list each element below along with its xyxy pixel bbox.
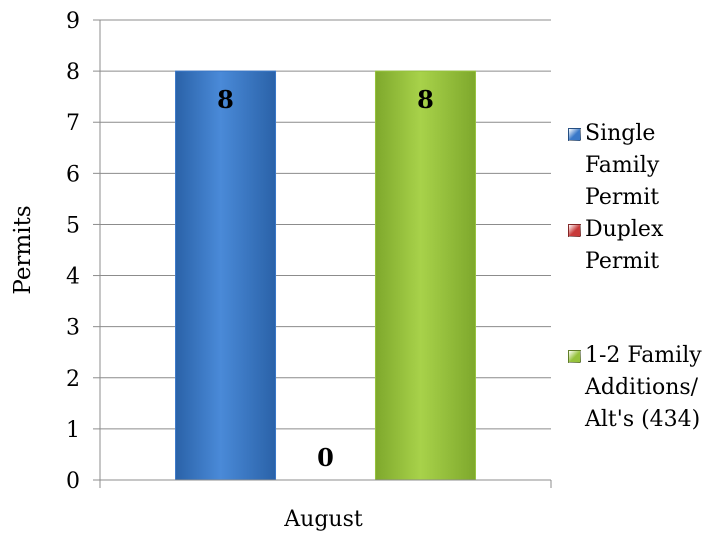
labels: 0 1 2 3 4 5 6 7 8 9 8 0 8 August Permits [10, 9, 434, 532]
legend-item-duplex: Duplex Permit [568, 214, 720, 278]
legend-item-additions: 1-2 Family Additions/ Alt's (434) [568, 340, 720, 436]
data-label-single-family: 8 [217, 85, 234, 114]
y-tick-label: 6 [66, 162, 80, 187]
legend-item-single-family: Single Family Permit [568, 118, 720, 214]
y-tick-label: 2 [66, 367, 80, 392]
axes [93, 19, 552, 488]
y-tick-label: 0 [66, 469, 80, 494]
y-tick-label: 1 [66, 418, 80, 443]
legend-label-duplex: Duplex Permit [585, 217, 664, 274]
bar-single-family [175, 70, 277, 481]
legend-swatch-duplex [568, 224, 581, 237]
y-axis-title: Permits [10, 205, 36, 294]
legend-label-single-family: Single Family Permit [585, 121, 660, 210]
y-tick-label: 9 [66, 9, 80, 34]
y-tick-label: 8 [66, 60, 80, 85]
legend-label-additions: 1-2 Family Additions/ Alt's (434) [585, 343, 702, 432]
y-tick-label: 7 [66, 111, 80, 136]
x-category-label: August [283, 507, 363, 532]
bar-additions [374, 70, 476, 481]
y-tick-label: 5 [66, 213, 80, 238]
bars [175, 70, 476, 481]
y-tick-label: 3 [66, 316, 80, 341]
gridlines [100, 19, 551, 430]
legend-swatch-single-family [568, 128, 581, 141]
data-label-additions: 8 [417, 85, 434, 114]
y-tick-label: 4 [66, 265, 80, 290]
legend-swatch-additions [568, 350, 581, 363]
data-label-duplex: 0 [317, 443, 334, 472]
